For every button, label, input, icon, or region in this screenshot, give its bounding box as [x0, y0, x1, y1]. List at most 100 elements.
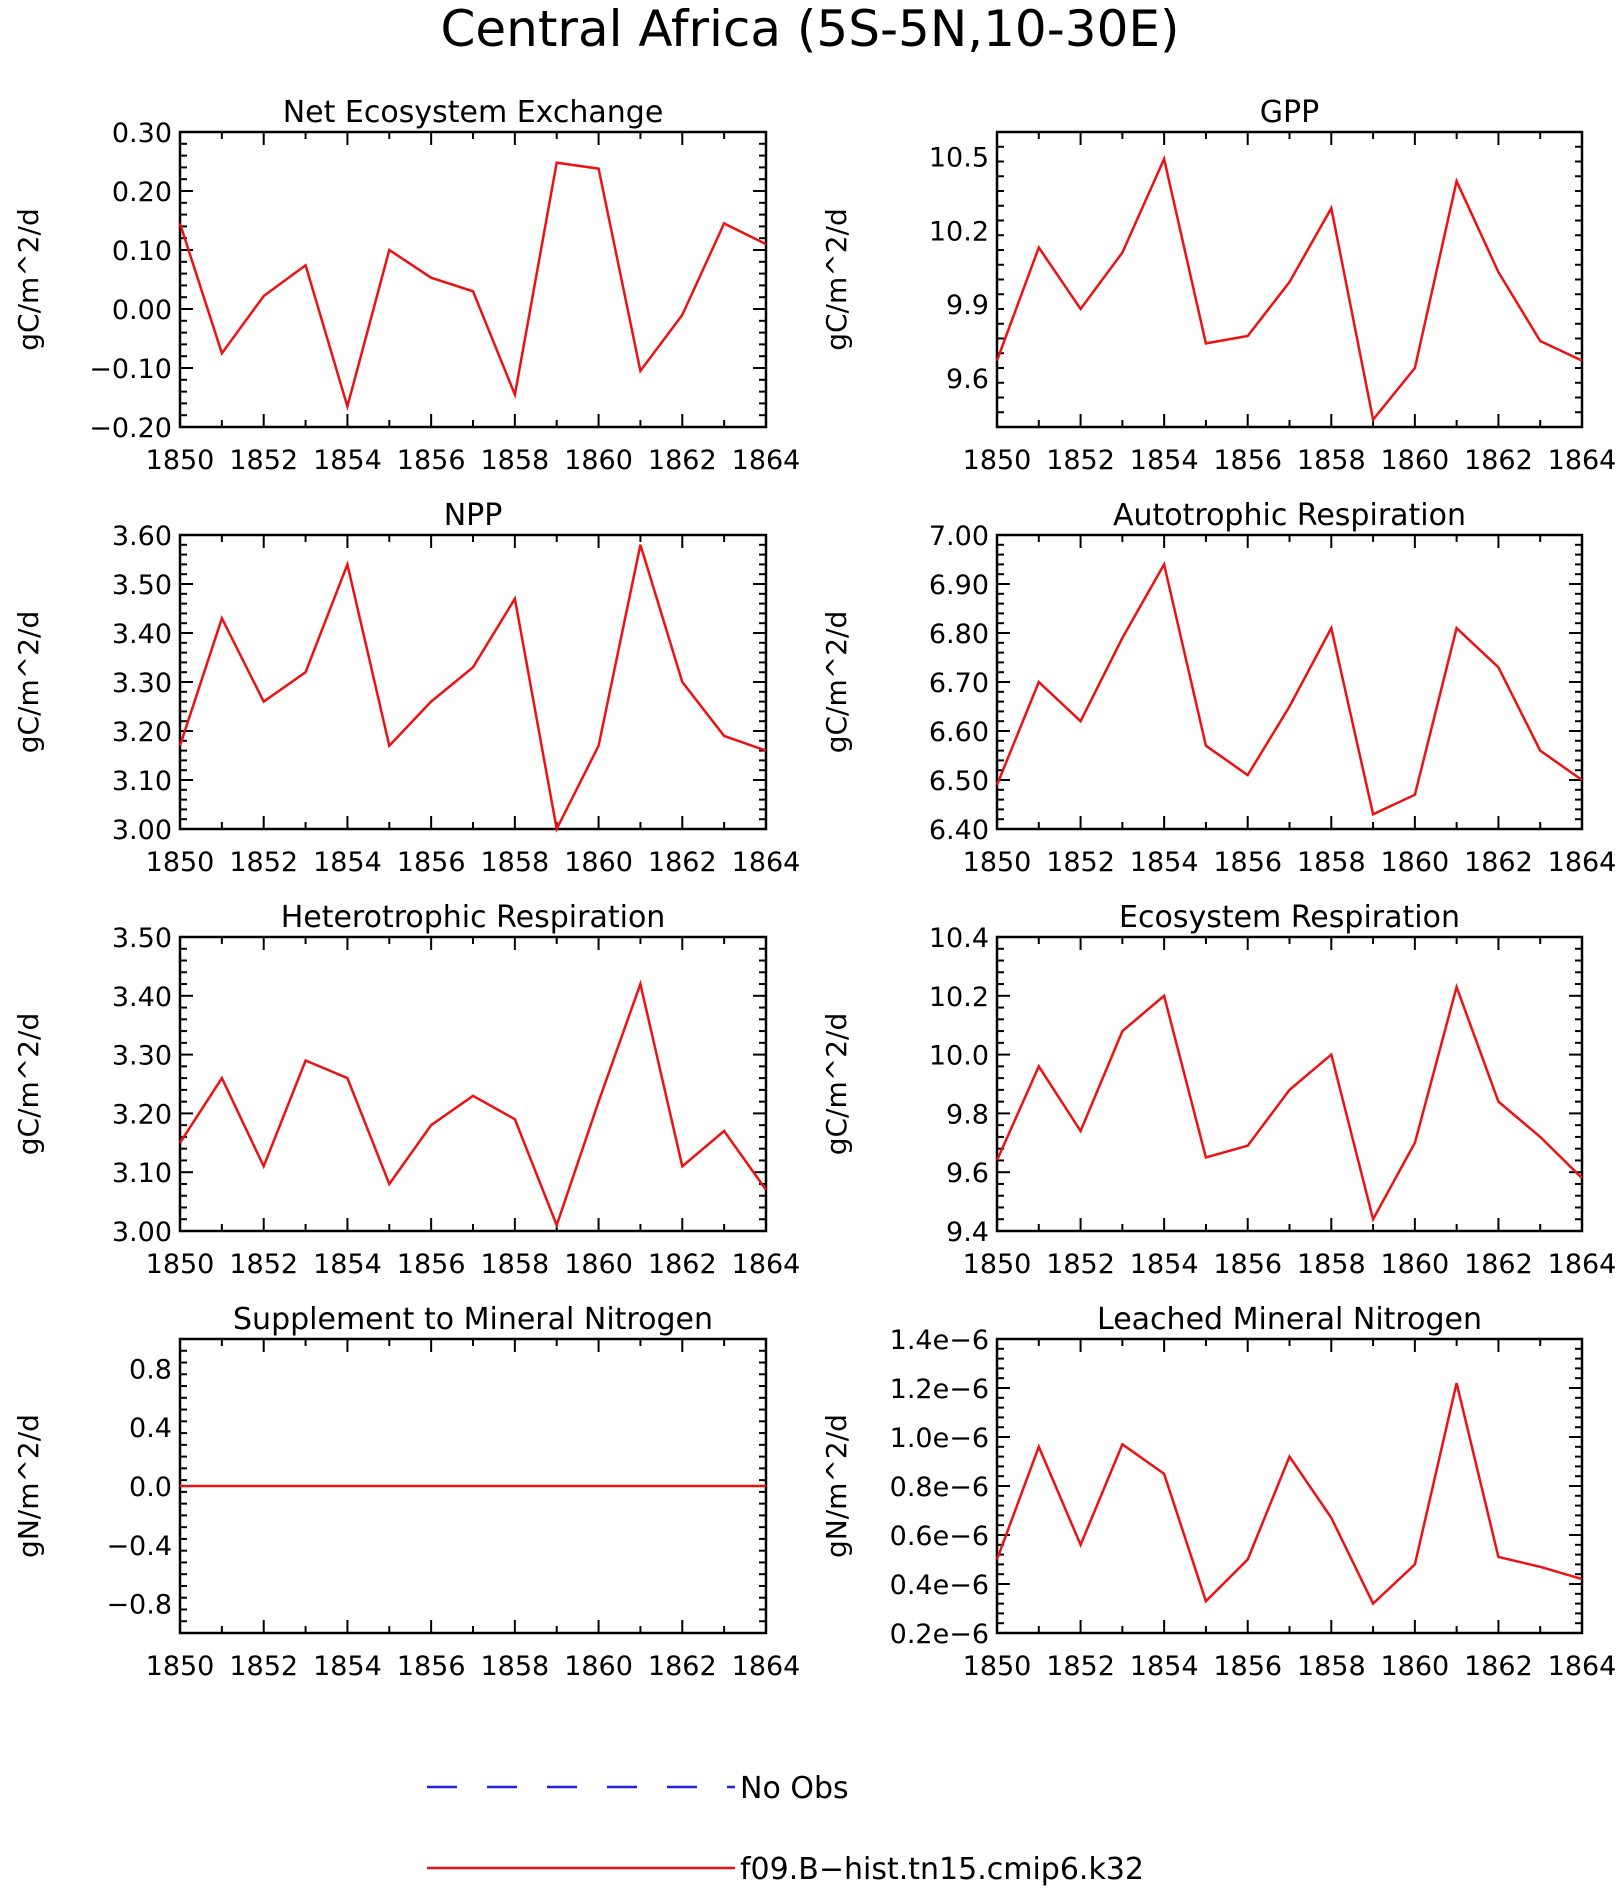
y-axis-label: gC/m^2/d	[12, 611, 45, 754]
y-tick-label: 7.00	[929, 521, 989, 552]
y-tick-label: 10.0	[929, 1041, 989, 1072]
plot-frame	[178, 935, 768, 1233]
series-line	[995, 560, 1583, 817]
y-tick-label: 0.8	[129, 1354, 172, 1385]
y-tick-label: 0.4	[129, 1413, 172, 1444]
x-tick-label: 1854	[313, 445, 382, 476]
y-tick-label: 9.4	[946, 1217, 989, 1248]
x-tick-label: 1856	[1213, 445, 1282, 476]
x-tick-label: 1864	[732, 1651, 801, 1682]
panel-title: Supplement to Mineral Nitrogen	[233, 1302, 713, 1337]
x-tick-label: 1856	[1213, 1249, 1282, 1280]
x-tick-label: 1852	[229, 847, 298, 878]
x-tick-label: 1858	[1297, 445, 1366, 476]
x-tick-label: 1860	[1380, 1651, 1449, 1682]
y-tick-label: 0.6e−6	[890, 1521, 989, 1552]
y-tick-label: 6.70	[929, 668, 989, 699]
x-tick-label: 1862	[648, 1249, 717, 1280]
y-axis-label: gN/m^2/d	[820, 1414, 853, 1558]
y-tick-label: 3.50	[112, 570, 172, 601]
x-tick-label: 1862	[1464, 445, 1533, 476]
y-tick-label: −0.4	[106, 1531, 172, 1562]
x-tick-label: 1862	[1464, 847, 1533, 878]
panel-title: NPP	[444, 498, 503, 533]
x-tick-label: 1862	[648, 847, 717, 878]
x-tick-label: 1864	[1548, 1651, 1617, 1682]
x-tick-label: 1852	[229, 1651, 298, 1682]
y-tick-label: 9.9	[946, 290, 989, 321]
x-tick-label: 1860	[1380, 445, 1449, 476]
x-tick-label: 1860	[1380, 1249, 1449, 1280]
y-tick-label: 10.5	[929, 143, 989, 174]
x-tick-label: 1862	[1464, 1651, 1533, 1682]
y-tick-label: 3.10	[112, 1158, 172, 1189]
y-tick-label: 3.30	[112, 1041, 172, 1072]
y-tick-label: 6.80	[929, 619, 989, 650]
x-tick-label: 1856	[397, 445, 466, 476]
x-tick-label: 1858	[1297, 1651, 1366, 1682]
x-tick-label: 1850	[146, 847, 215, 878]
x-tick-label: 1854	[313, 847, 382, 878]
x-tick-label: 1850	[963, 1651, 1032, 1682]
y-axis-label: gC/m^2/d	[820, 208, 853, 351]
plot-frame	[178, 533, 768, 831]
plot-frame	[995, 1337, 1584, 1635]
x-tick-label: 1854	[313, 1651, 382, 1682]
x-tick-label: 1858	[480, 847, 549, 878]
plot-frame	[995, 935, 1584, 1233]
legend-label: f09.B−hist.tn15.cmip6.k32	[740, 1852, 1144, 1887]
x-tick-label: 1852	[229, 1249, 298, 1280]
y-tick-label: 9.8	[946, 1099, 989, 1130]
y-tick-label: 10.2	[929, 982, 989, 1013]
series-line	[178, 544, 767, 833]
x-tick-label: 1860	[564, 1249, 633, 1280]
y-tick-label: 3.20	[112, 717, 172, 748]
figure-title: Central Africa (5S-5N,10-30E)	[440, 0, 1179, 58]
chart-panel-1: 1850 1852 1854 1856 1858 1860 1862 1864 9.6 9.9 10…	[820, 95, 1616, 476]
y-tick-label: −0.8	[106, 1590, 172, 1621]
x-tick-label: 1864	[1548, 1249, 1617, 1280]
panel-title: Heterotrophic Respiration	[281, 900, 666, 935]
chart-panel-0: 1850 1852 1854 1856 1858 1860 1862 1864 −0.20 −0.…	[12, 95, 800, 476]
x-tick-label: 1860	[564, 445, 633, 476]
y-tick-label: 6.40	[929, 815, 989, 846]
x-tick-label: 1864	[1548, 445, 1617, 476]
x-tick-label: 1858	[1297, 1249, 1366, 1280]
x-tick-label: 1862	[1464, 1249, 1533, 1280]
y-tick-label: 0.2e−6	[890, 1619, 989, 1650]
y-axis-label: gC/m^2/d	[820, 1013, 853, 1156]
y-tick-label: 3.30	[112, 668, 172, 699]
y-tick-label: 0.30	[112, 118, 172, 149]
y-tick-label: 3.50	[112, 923, 172, 954]
y-tick-label: 0.10	[112, 236, 172, 267]
y-tick-label: 6.50	[929, 766, 989, 797]
x-tick-label: 1852	[1046, 1651, 1115, 1682]
x-tick-label: 1854	[1130, 1651, 1199, 1682]
x-tick-label: 1860	[1380, 847, 1449, 878]
y-tick-label: 10.4	[929, 923, 989, 954]
x-tick-label: 1850	[146, 1651, 215, 1682]
plot-frame	[178, 130, 768, 429]
x-tick-label: 1856	[397, 847, 466, 878]
chart-panel-3: 1850 1852 1854 1856 1858 1860 1862 1864 6.40 6.50…	[820, 498, 1616, 878]
y-tick-label: 3.00	[112, 815, 172, 846]
y-axis-label: gC/m^2/d	[820, 611, 853, 754]
y-tick-label: 0.0	[129, 1472, 172, 1503]
y-tick-label: 9.6	[946, 1158, 989, 1189]
chart-panel-4: 1850 1852 1854 1856 1858 1860 1862 1864 3.00 3.10…	[12, 900, 800, 1280]
chart-panel-6: 1850 1852 1854 1856 1858 1860 1862 1864 −0.8 −0.4…	[12, 1302, 800, 1682]
x-tick-label: 1852	[1046, 847, 1115, 878]
chart-panel-5: 1850 1852 1854 1856 1858 1860 1862 1864 9.4 9.6 9.…	[820, 900, 1616, 1280]
y-tick-label: −0.20	[89, 413, 172, 444]
y-tick-label: 0.8e−6	[890, 1472, 989, 1503]
x-tick-label: 1854	[313, 1249, 382, 1280]
chart-panel-2: 1850 1852 1854 1856 1858 1860 1862 1864 3.00 3.10…	[12, 498, 800, 878]
y-tick-label: 6.60	[929, 717, 989, 748]
y-tick-label: 0.00	[112, 295, 172, 326]
x-tick-label: 1854	[1130, 1249, 1199, 1280]
x-tick-label: 1850	[146, 445, 215, 476]
series-line	[178, 979, 768, 1229]
x-tick-label: 1862	[648, 1651, 717, 1682]
panels: 1850 1852 1854 1856 1858 1860 1862 1864 −0.20 −0.…	[12, 95, 1616, 1682]
